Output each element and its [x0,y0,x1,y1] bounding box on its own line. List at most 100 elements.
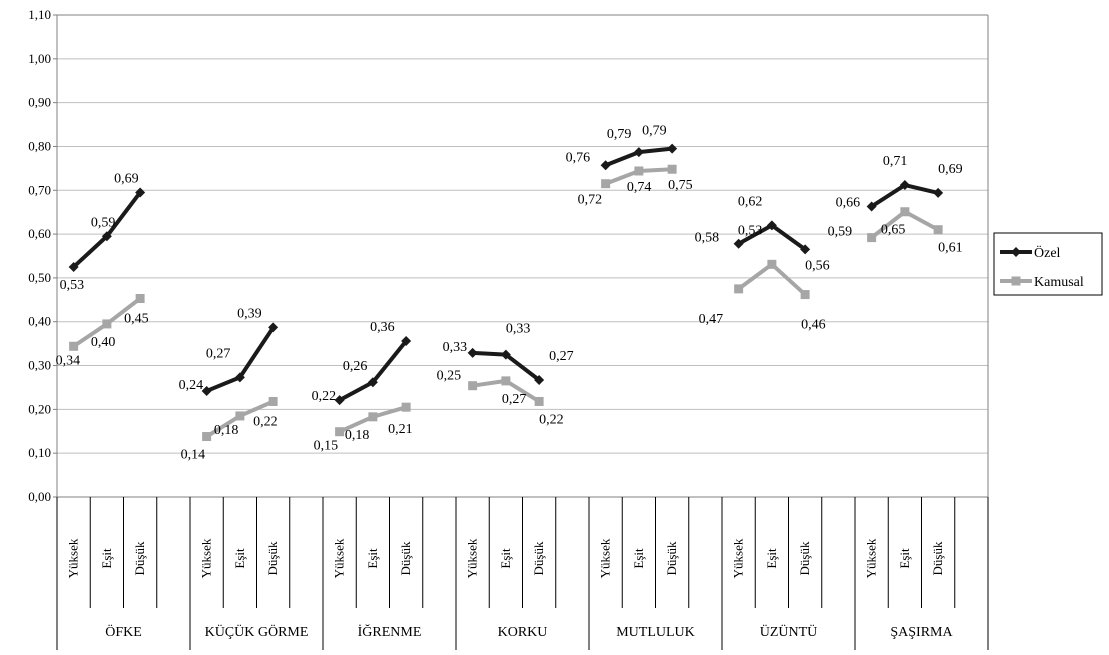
data-label: 0,69 [938,162,963,177]
x-subcategory-label: Yüksek [332,538,347,578]
data-point-kamusal [734,284,744,294]
data-label: 0,56 [805,258,830,273]
data-label: 0,46 [801,318,826,333]
data-label: 0,24 [179,378,204,393]
x-subcategory-label: Düşük [930,541,945,575]
data-label: 0,33 [506,322,531,337]
data-point-ozel [633,147,644,158]
data-label: 0,58 [695,231,720,246]
data-label: 0,18 [214,423,239,438]
data-point-kamusal [900,207,910,217]
data-point-kamusal [135,294,145,304]
data-label: 0,59 [91,215,116,230]
x-subcategory-label: Eşit [498,548,513,569]
data-label: 0,79 [607,127,632,142]
data-label: 0,72 [578,193,603,208]
data-label: 0,33 [443,340,468,355]
x-group-label: ÜZÜNTÜ [760,623,818,640]
x-group-label: İĞRENME [358,623,422,640]
data-point-ozel [268,322,279,333]
data-point-kamusal [933,225,943,235]
data-label: 0,47 [699,312,724,327]
data-label: 0,27 [502,392,527,407]
data-label: 0,66 [836,195,861,210]
x-subcategory-label: Yüksek [465,538,480,578]
data-point-ozel [334,395,345,406]
data-label: 0,22 [253,414,278,429]
data-label: 0,14 [181,448,206,463]
data-point-ozel [766,220,777,231]
data-point-ozel [800,244,811,255]
data-label: 0,65 [881,223,906,238]
x-group-label: MUTLULUK [616,625,695,640]
data-point-kamusal [468,381,478,391]
data-point-ozel [500,349,511,360]
x-subcategory-label: Düşük [797,541,812,575]
data-point-kamusal [501,376,511,386]
x-subcategory-label: Düşük [265,541,280,575]
data-label: 0,27 [206,346,231,361]
y-tick-label: 0,40 [28,314,51,329]
data-point-kamusal [202,432,212,442]
x-subcategory-label: Düşük [132,541,147,575]
legend-box [993,232,1103,296]
x-subcategory-label: Eşit [897,548,912,569]
data-label: 0,22 [539,412,564,427]
data-label: 0,69 [114,171,139,186]
x-group-label: ŞAŞIRMA [890,625,953,640]
data-label: 0,53 [60,278,85,293]
data-label: 0,45 [124,312,149,327]
data-label: 0,59 [828,225,853,240]
data-point-kamusal [401,402,411,412]
data-point-ozel [234,372,245,383]
data-point-ozel [600,160,611,171]
x-subcategory-label: Eşit [764,548,779,569]
y-tick-label: 0,10 [28,445,51,460]
data-label: 0,71 [883,154,908,169]
data-label: 0,25 [437,369,462,384]
data-point-kamusal [667,164,677,174]
y-tick-label: 0,60 [28,226,51,241]
series-line-kamusal [737,262,807,297]
data-label: 0,18 [345,428,370,443]
data-label: 0,53 [738,223,763,238]
data-label: 0,76 [566,150,591,165]
x-subcategory-label: Yüksek [199,538,214,578]
data-point-ozel [667,143,678,154]
data-point-kamusal [69,341,79,351]
x-group-label: KORKU [498,625,548,640]
data-point-kamusal [368,412,378,422]
y-tick-label: 0,90 [28,95,51,110]
x-group-label: KÜÇÜK GÖRME [205,623,309,640]
y-tick-label: 0,70 [28,182,51,197]
x-subcategory-label: Düşük [664,541,679,575]
x-subcategory-label: Yüksek [66,538,81,578]
x-subcategory-label: Yüksek [864,538,879,578]
x-subcategory-label: Düşük [531,541,546,575]
y-tick-label: 0,30 [28,358,51,373]
data-point-ozel [534,375,545,386]
data-label: 0,75 [668,178,693,193]
x-subcategory-label: Eşit [99,548,114,569]
data-point-ozel [899,180,910,191]
data-point-ozel [866,201,877,212]
data-label: 0,40 [91,335,116,350]
x-subcategory-label: Yüksek [731,538,746,578]
data-point-kamusal [102,319,112,329]
data-point-ozel [733,238,744,249]
y-tick-label: 0,00 [28,489,51,504]
data-label: 0,36 [370,320,395,335]
legend-marker-diamond [1011,247,1021,257]
y-tick-label: 0,50 [28,270,51,285]
x-group-label: ÖFKE [105,623,142,640]
y-tick-label: 1,00 [28,51,51,66]
data-point-ozel [135,187,146,198]
y-tick-label: 1,10 [28,7,51,22]
legend-marker-square [1011,276,1021,286]
data-point-kamusal [800,290,810,300]
data-label: 0,21 [388,422,413,437]
data-label: 0,61 [938,241,963,256]
data-point-ozel [467,347,478,358]
data-point-kamusal [867,233,877,243]
